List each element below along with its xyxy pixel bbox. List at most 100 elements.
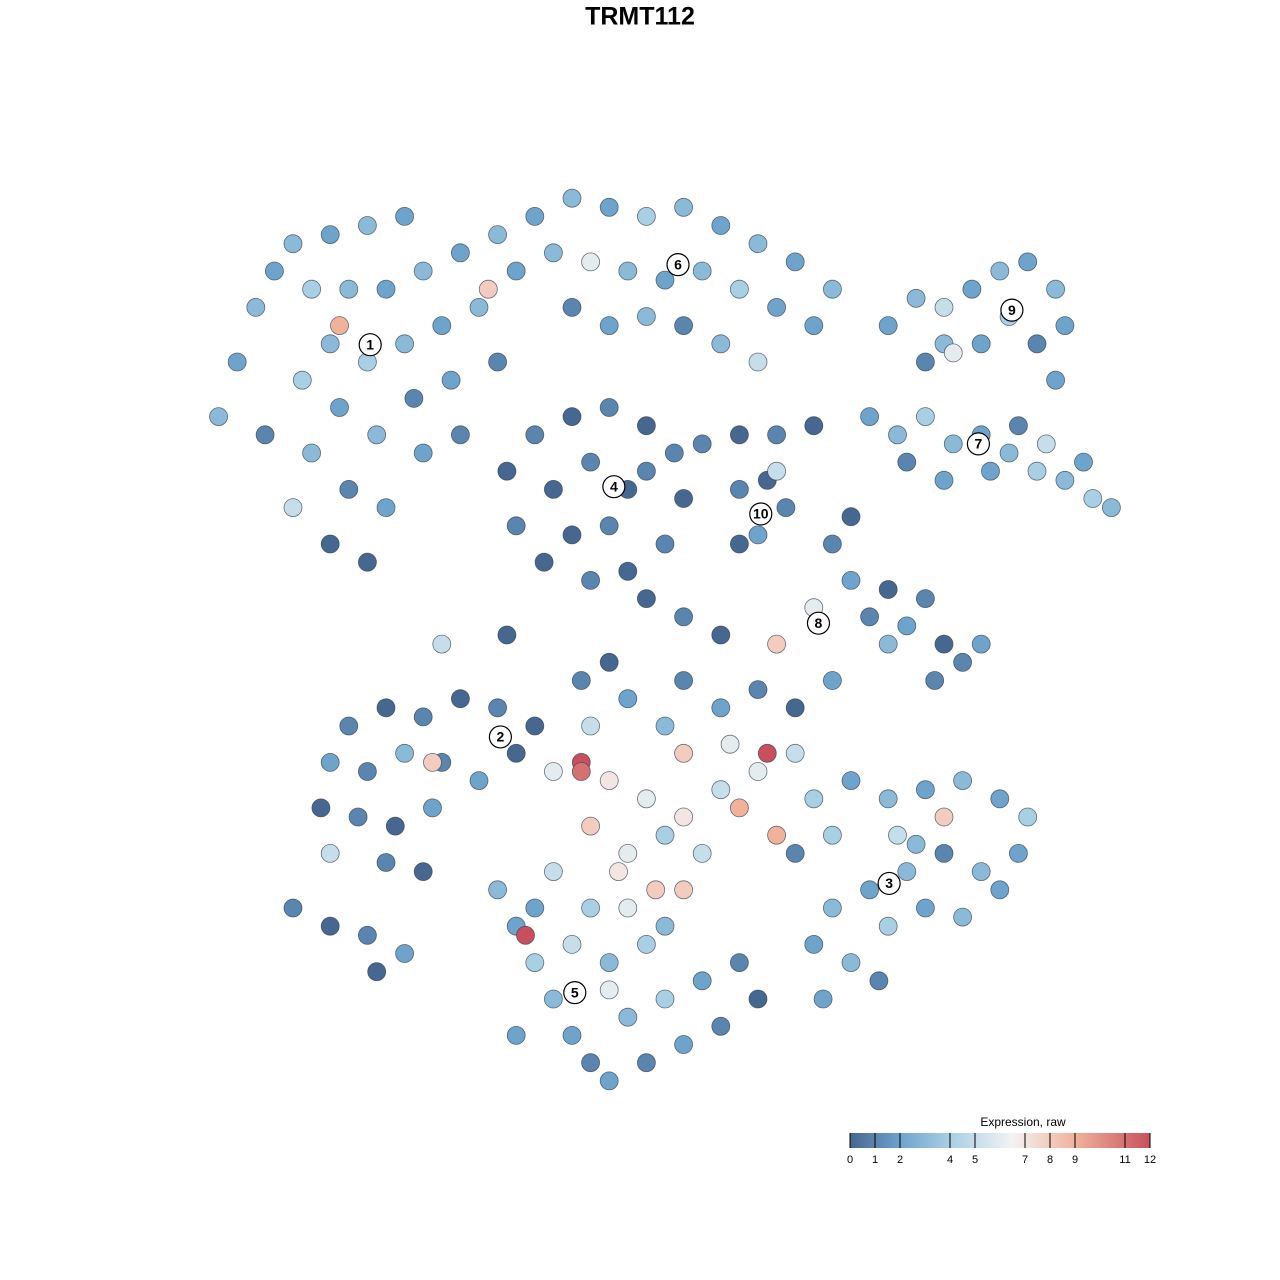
point: [897, 616, 917, 636]
point: [1009, 416, 1028, 436]
point: [506, 1026, 526, 1045]
point: [469, 771, 489, 790]
point: [767, 425, 786, 445]
point: [292, 370, 312, 390]
point: [413, 443, 433, 463]
point: [823, 898, 842, 918]
point: [906, 288, 926, 308]
point: [432, 634, 452, 654]
point: [488, 880, 508, 900]
point: [878, 316, 898, 336]
colorbar-tick-label: 0: [847, 1154, 853, 1166]
point: [767, 825, 786, 845]
point: [599, 771, 619, 790]
point: [581, 816, 600, 836]
point: [376, 698, 396, 718]
point: [525, 898, 545, 918]
point: [813, 989, 833, 1009]
point: [720, 734, 740, 754]
point: [860, 880, 879, 900]
cluster-label: 5: [571, 984, 579, 1000]
point: [367, 962, 387, 982]
point: [674, 880, 693, 900]
point: [423, 753, 442, 772]
point: [823, 279, 842, 299]
cluster-label: 4: [610, 478, 618, 494]
point: [823, 825, 842, 845]
point: [571, 762, 591, 781]
colorbar-tick-label: 12: [1144, 1154, 1156, 1166]
point: [450, 425, 470, 445]
point: [785, 252, 805, 272]
point: [674, 197, 693, 217]
point: [562, 1026, 582, 1045]
point: [692, 434, 712, 454]
cluster-label: 9: [1008, 302, 1016, 318]
point: [776, 498, 796, 518]
point: [674, 489, 693, 508]
point: [544, 762, 563, 781]
point: [655, 825, 675, 845]
colorbar-tick-label: 11: [1119, 1154, 1130, 1166]
point: [730, 425, 749, 445]
point: [730, 798, 749, 818]
cluster-labels: 1 6 9 7 4 10 8 2 3 5: [358, 253, 1024, 1005]
point: [516, 925, 535, 945]
point: [395, 944, 415, 963]
point: [1055, 470, 1075, 490]
point: [823, 534, 842, 554]
colorbar-title: Expression, raw: [980, 1115, 1066, 1129]
cluster-label: 2: [496, 729, 504, 745]
point: [488, 698, 508, 718]
point: [395, 743, 415, 763]
point: [320, 534, 340, 554]
point: [581, 1053, 600, 1073]
point: [916, 407, 935, 427]
point: [404, 388, 424, 408]
point: [1018, 807, 1038, 827]
point: [330, 398, 349, 417]
point: [395, 334, 415, 354]
colorbar-tick-label: 9: [1072, 1154, 1078, 1166]
cluster-badge: [806, 611, 831, 635]
point: [302, 443, 322, 463]
point: [990, 880, 1010, 900]
point: [860, 407, 879, 427]
point: [1046, 279, 1065, 299]
point: [869, 971, 889, 991]
colorbar-tick-label: 8: [1047, 1154, 1053, 1166]
point: [618, 261, 638, 281]
point: [618, 898, 638, 918]
point: [320, 753, 340, 772]
point: [413, 862, 433, 881]
point: [255, 425, 275, 445]
point: [209, 407, 229, 427]
point: [599, 980, 619, 1000]
point: [357, 762, 377, 781]
point: [581, 452, 600, 472]
point: [637, 935, 656, 954]
point: [888, 825, 907, 845]
point: [637, 206, 656, 226]
point: [767, 461, 786, 481]
point: [1046, 370, 1065, 390]
point: [953, 907, 972, 927]
point: [302, 279, 322, 299]
point: [757, 743, 777, 763]
point: [1055, 316, 1075, 336]
colorbar-tick-label: 1: [872, 1154, 878, 1166]
cluster-label: 1: [366, 336, 374, 352]
point: [441, 370, 461, 390]
chart-title: TRMT112: [585, 3, 695, 31]
point: [525, 716, 545, 736]
point: [990, 789, 1010, 809]
point: [599, 398, 619, 417]
point: [953, 771, 972, 790]
point: [1036, 434, 1056, 454]
cluster-badge: [966, 432, 991, 456]
point: [506, 743, 526, 763]
point: [283, 898, 303, 918]
point: [488, 225, 508, 245]
point: [357, 216, 377, 235]
point: [785, 698, 805, 718]
